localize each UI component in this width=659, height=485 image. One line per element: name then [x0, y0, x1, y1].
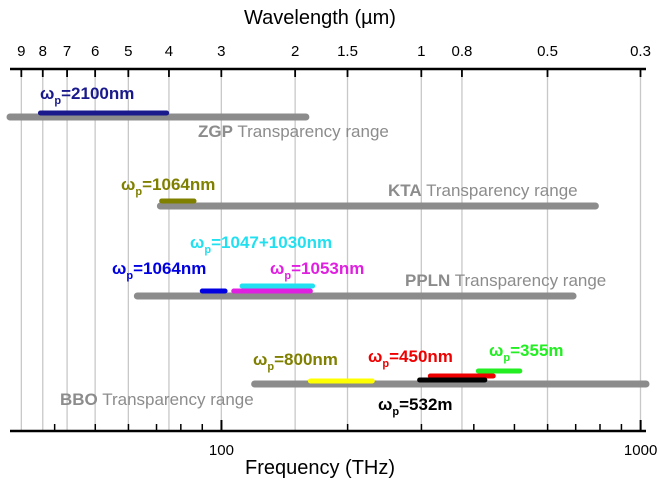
crystal-name: PPLN [405, 271, 450, 290]
omega-subscript: p [126, 270, 133, 282]
top-tick-label: 1 [417, 43, 425, 60]
pump-label: ωp=1053nm [270, 259, 364, 282]
axes [10, 67, 646, 433]
gridlines [20, 69, 642, 431]
top-tick-label: 4 [165, 43, 173, 60]
pump-label: ωp=532m [378, 395, 453, 418]
top-axis-title: Wavelength (µm) [244, 7, 396, 29]
top-tick-label: 5 [124, 43, 132, 60]
pump-wavelength: =1053nm [291, 259, 364, 278]
top-tick-label: 0.5 [537, 43, 558, 60]
pump-label: ωp=1047+1030nm [190, 233, 332, 256]
bottom-axis-title: Frequency (THz) [245, 457, 395, 479]
crystal-range-text: Transparency range [422, 181, 578, 200]
pump-wavelength: =355m [510, 341, 563, 360]
top-tick-label: 6 [91, 43, 99, 60]
top-tick-label: 8 [39, 43, 47, 60]
omega-subscript: p [204, 244, 211, 256]
omega-subscript: p [284, 270, 291, 282]
top-tick-label: 9 [17, 43, 25, 60]
crystal-label: KTA Transparency range [388, 181, 578, 200]
crystal-name: ZGP [198, 122, 233, 141]
omega-subscript: p [382, 358, 389, 370]
pump-wavelength: =450nm [389, 347, 453, 366]
pump-label: ωp=355m [489, 341, 564, 364]
pump-wavelength: =2100nm [61, 84, 134, 103]
top-tick-label: 0.8 [452, 43, 473, 60]
pump-wavelength: =800nm [274, 350, 338, 369]
omega-symbol: ω [489, 341, 503, 360]
bottom-tick-label: 1000 [624, 442, 657, 459]
omega-symbol: ω [378, 395, 392, 414]
top-tick-label: 1.5 [337, 43, 358, 60]
crystal-label: ZGP Transparency range [198, 122, 389, 141]
pump-bands [37, 110, 523, 384]
pump-label: ωp=800nm [253, 350, 338, 373]
omega-subscript: p [267, 361, 274, 373]
top-axis-ticks: 9 8 7 6 5 4 3 2 1.5 1 0.8 0.5 0.3 [17, 43, 651, 77]
pump-wavelength: =1064nm [142, 175, 215, 194]
crystal-label: PPLN Transparency range [405, 271, 606, 290]
bottom-tick-label: 100 [209, 442, 234, 459]
pump-wavelength: =1047+1030nm [211, 233, 332, 252]
crystal-label: BBO Transparency range [60, 390, 254, 409]
crystal-range-text: Transparency range [450, 271, 606, 290]
omega-symbol: ω [253, 350, 267, 369]
crystal-name: KTA [388, 181, 422, 200]
top-tick-label: 7 [63, 43, 71, 60]
omega-symbol: ω [190, 233, 204, 252]
pump-label: ωp=1064nm [121, 175, 215, 198]
omega-subscript: p [503, 352, 510, 364]
bottom-axis-ticks: 100 1000 [53, 420, 657, 459]
omega-symbol: ω [40, 84, 54, 103]
crystal-name: BBO [60, 390, 98, 409]
omega-subscript: p [135, 186, 142, 198]
top-tick-label: 3 [217, 43, 225, 60]
omega-symbol: ω [368, 347, 382, 366]
pump-label: ωp=1064nm [112, 259, 206, 282]
crystal-transparency-bars [6, 113, 650, 388]
crystal-range-text: Transparency range [98, 390, 254, 409]
pump-label: ωp=2100nm [40, 84, 134, 107]
pump-wavelength: =532m [399, 395, 452, 414]
omega-subscript: p [54, 95, 61, 107]
omega-symbol: ω [121, 175, 135, 194]
omega-symbol: ω [270, 259, 284, 278]
omega-subscript: p [392, 406, 399, 418]
pump-wavelength: =1064nm [133, 259, 206, 278]
top-tick-label: 0.3 [630, 43, 651, 60]
pump-label: ωp=450nm [368, 347, 453, 370]
omega-symbol: ω [112, 259, 126, 278]
top-tick-label: 2 [291, 43, 299, 60]
crystal-range-text: Transparency range [233, 122, 389, 141]
